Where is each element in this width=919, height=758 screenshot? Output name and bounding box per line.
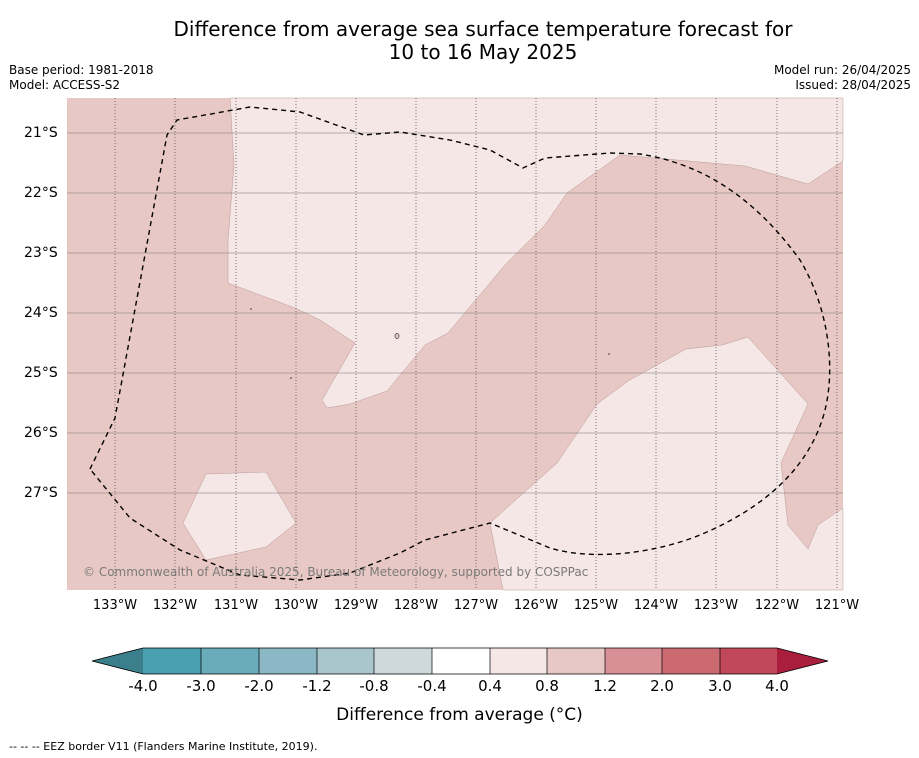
colorbar-tick-label: -3.0 — [186, 677, 216, 695]
lat-gridlines — [67, 132, 843, 494]
colorbar-bin — [720, 648, 777, 674]
colorbar-bin — [143, 648, 201, 674]
lon-label: 124°W — [633, 598, 679, 613]
anomaly-region-southeast — [489, 336, 844, 591]
colorbar-tick-label: -2.0 — [244, 677, 274, 695]
colorbar-title: Difference from average (°C) — [336, 705, 583, 725]
lon-label: 129°W — [333, 598, 379, 613]
lon-label: 122°W — [754, 598, 800, 613]
anomaly-speck — [290, 377, 292, 379]
lon-label: 123°W — [693, 598, 739, 613]
lat-label: 23°S — [24, 245, 58, 261]
colorbar-tick-label: -0.8 — [359, 677, 389, 695]
colorbar-over-arrow — [777, 648, 828, 674]
lon-label: 121°W — [814, 598, 860, 613]
lat-label: 27°S — [24, 485, 58, 501]
lon-label: 126°W — [513, 598, 559, 613]
eez-footnote: -- -- -- EEZ border V11 (Flanders Marine… — [9, 740, 318, 753]
colorbar-tick-label: 2.0 — [650, 677, 674, 695]
lon-label: 127°W — [453, 598, 499, 613]
lon-label: 131°W — [213, 598, 259, 613]
lat-label: 24°S — [24, 305, 58, 321]
base-period: Base period: 1981-2018 — [9, 63, 154, 77]
anomaly-speck — [608, 353, 610, 355]
lat-label: 25°S — [24, 365, 58, 381]
colorbar-bin — [201, 648, 259, 674]
issued-date: Issued: 28/04/2025 — [795, 78, 911, 92]
lat-label: 21°S — [24, 125, 58, 141]
colorbar-bin — [662, 648, 720, 674]
lon-label: 128°W — [393, 598, 439, 613]
colorbar-bin — [317, 648, 374, 674]
model-run: Model run: 26/04/2025 — [773, 63, 911, 77]
lat-label: 26°S — [24, 425, 58, 441]
lon-label: 130°W — [273, 598, 319, 613]
anomaly-region-southwest — [182, 471, 297, 561]
colorbar-tick-label: 0.8 — [535, 677, 559, 695]
colorbar-tick-label: -4.0 — [128, 677, 158, 695]
title-line-1: Difference from average sea surface temp… — [173, 17, 793, 41]
colorbar-tick-label: 4.0 — [765, 677, 789, 695]
colorbar-bin — [547, 648, 605, 674]
anomaly-region-north — [227, 97, 844, 409]
colorbar-tick-label: 3.0 — [708, 677, 732, 695]
lon-label: 132°W — [152, 598, 198, 613]
colorbar-under-arrow — [92, 648, 143, 674]
colorbar-bin — [374, 648, 432, 674]
lat-label: 22°S — [24, 185, 58, 201]
map-title: Difference from average sea surface temp… — [0, 18, 919, 64]
colorbar-tick-label: -1.2 — [302, 677, 332, 695]
base-info: Base period: 1981-2018 Model: ACCESS-S2 — [9, 63, 154, 93]
copyright-notice: © Commonwealth of Australia 2025, Bureau… — [83, 565, 589, 579]
colorbar-bin — [490, 648, 547, 674]
colorbar-tick-label: -0.4 — [417, 677, 447, 695]
colorbar — [91, 647, 829, 675]
title-line-2: 10 to 16 May 2025 — [388, 40, 578, 64]
colorbar-bin — [432, 648, 490, 674]
colorbar-tick-label: 1.2 — [593, 677, 617, 695]
model-name: Model: ACCESS-S2 — [9, 78, 121, 92]
lon-label: 125°W — [573, 598, 619, 613]
lon-label: 133°W — [92, 598, 138, 613]
colorbar-bin — [259, 648, 317, 674]
colorbar-outline — [91, 647, 829, 675]
anomaly-speck — [394, 333, 400, 339]
anomaly-speck — [250, 308, 252, 310]
colorbar-tick-label: 0.4 — [478, 677, 502, 695]
run-info: Model run: 26/04/2025 Issued: 28/04/2025 — [774, 63, 911, 93]
colorbar-bin — [605, 648, 662, 674]
